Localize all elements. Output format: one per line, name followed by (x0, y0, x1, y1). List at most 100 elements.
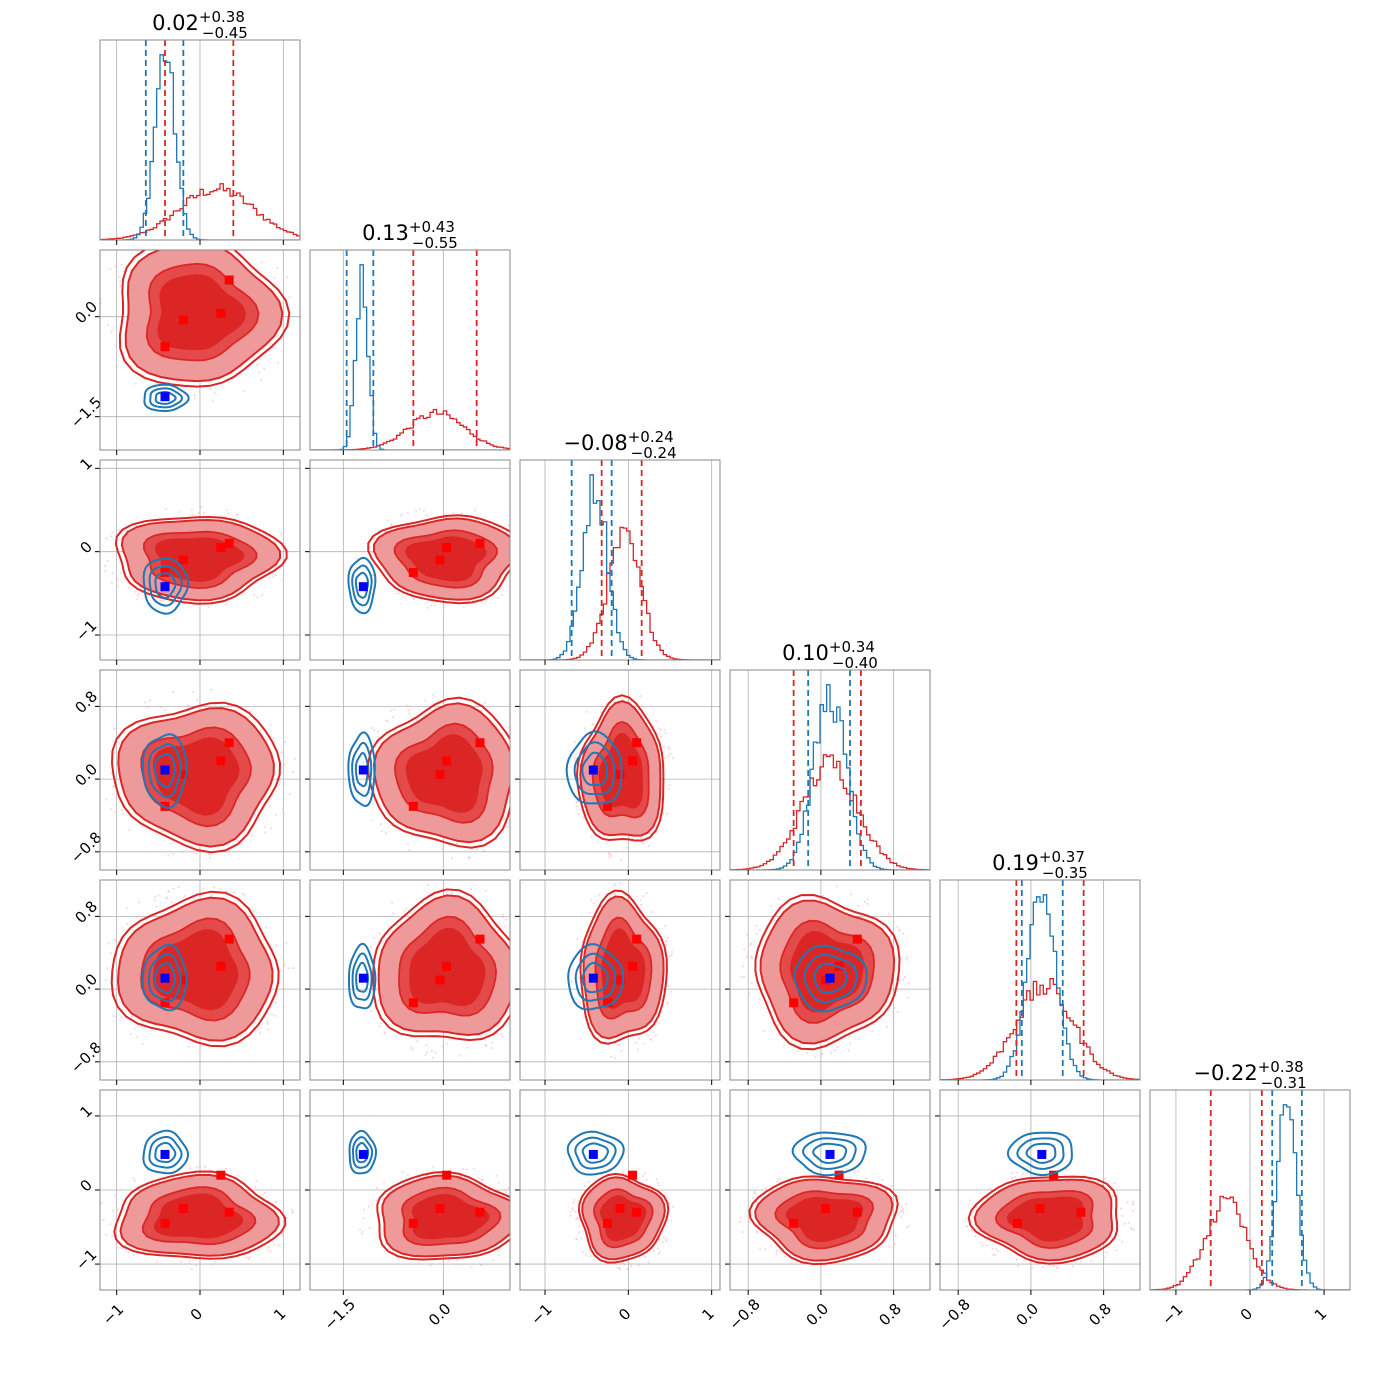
sample-point-red (863, 900, 866, 903)
sample-point-red (515, 739, 517, 741)
sample-point-red (821, 894, 824, 897)
sample-point-red (141, 1042, 144, 1045)
sample-point-red (401, 513, 404, 516)
sample-point-red (286, 276, 289, 279)
sample-point-red (1090, 1259, 1093, 1262)
sample-point-red (1131, 1200, 1134, 1203)
sample-point-red (671, 1205, 674, 1208)
sample-point-red (446, 1042, 449, 1045)
mode-marker-red (216, 961, 226, 971)
sample-point-red (268, 576, 271, 579)
sample-point-red (270, 1013, 273, 1016)
sample-point-red (190, 1268, 193, 1271)
sample-point-red (263, 367, 266, 370)
sample-point-red (273, 1243, 276, 1246)
x-tick-label: 1 (1311, 1305, 1330, 1324)
sample-point-red (517, 742, 519, 744)
sample-point-red (505, 1190, 508, 1193)
sample-point-red (144, 701, 147, 704)
sample-point-red (111, 1234, 114, 1237)
sample-point-red (753, 1190, 756, 1193)
sample-point-red (441, 1045, 444, 1048)
sample-point-red (470, 1266, 473, 1269)
sample-point-red (162, 244, 164, 246)
sample-point-red (1052, 1264, 1055, 1267)
sample-point-red (104, 564, 107, 567)
sample-point-red (621, 1171, 624, 1174)
sample-point-red (450, 857, 453, 860)
sample-point-red (184, 386, 187, 389)
contour-blue-1 (573, 741, 616, 796)
sample-point-red (1131, 1210, 1134, 1213)
panel-0-0: 0.02+0.38 −0.45 (99, 8, 301, 245)
sample-point-red (459, 1054, 462, 1057)
sample-point-red (528, 993, 530, 995)
sample-point-red (481, 1179, 484, 1182)
sample-point-red (430, 604, 433, 607)
sample-point-red (269, 723, 272, 726)
sample-point-red (154, 241, 156, 243)
sample-point-red (1080, 1260, 1083, 1263)
sample-point-red (269, 826, 272, 829)
sample-point-red (393, 708, 396, 711)
sample-point-red (461, 1263, 464, 1266)
sample-point-red (881, 1179, 884, 1182)
sample-point-red (390, 524, 393, 527)
sample-point-red (657, 1253, 660, 1256)
sample-point-red (266, 1020, 269, 1023)
sample-point-red (776, 1180, 779, 1183)
sample-point-red (287, 967, 290, 970)
histogram-blue (730, 684, 930, 870)
sample-point-red (853, 1171, 856, 1174)
sample-point-red (592, 902, 595, 905)
sample-point-red (892, 1242, 895, 1245)
contour-blue-0 (565, 730, 623, 805)
sample-point-red (282, 977, 285, 980)
sample-point-red (456, 842, 459, 845)
sample-point-red (658, 1238, 661, 1241)
sample-point-red (902, 932, 905, 935)
sample-point-red (202, 511, 205, 514)
contour-blue-1 (803, 953, 858, 1004)
sample-point-red (236, 839, 239, 842)
sample-point-red (640, 705, 643, 708)
sample-point-red (821, 1053, 824, 1056)
sample-point-red (577, 977, 580, 980)
sample-point-red (746, 934, 749, 937)
sample-point-red (403, 909, 406, 912)
sample-point-red (370, 946, 373, 949)
sample-point-red (426, 606, 429, 609)
sample-point-red (1010, 1176, 1013, 1179)
contour-blue-0 (141, 943, 188, 1012)
sample-point-red (391, 912, 394, 915)
contour-blue-0 (141, 733, 188, 810)
sample-point-red (571, 1207, 574, 1210)
sample-point-red (275, 1200, 278, 1203)
truth-marker-blue (358, 973, 368, 983)
sample-point-red (114, 994, 117, 997)
sample-point-red (480, 1264, 483, 1267)
sample-point-red (384, 832, 387, 835)
sample-point-red (266, 1028, 269, 1031)
sample-point-red (395, 592, 398, 595)
sample-point-red (283, 763, 286, 766)
sample-point-red (126, 907, 129, 910)
y-tick-label: 0.0 (71, 760, 101, 790)
sample-point-red (755, 933, 758, 936)
sample-point-red (600, 711, 603, 714)
sample-point-red (406, 704, 409, 707)
sample-point-red (121, 813, 124, 816)
sample-point-red (743, 948, 746, 951)
mode-marker-red (475, 538, 485, 548)
sample-point-red (484, 600, 487, 603)
sample-point-red (501, 1035, 504, 1038)
contour-blue-1 (351, 741, 373, 797)
sample-point-red (456, 1259, 459, 1262)
sample-point-red (249, 710, 252, 713)
sample-point-red (484, 890, 487, 893)
sample-point-red (898, 930, 901, 933)
sample-point-red (527, 1238, 529, 1240)
panel-title: −0.08+0.24 −0.24 (563, 428, 676, 462)
contour-blue-0 (143, 383, 190, 413)
sample-point-red (514, 528, 516, 530)
